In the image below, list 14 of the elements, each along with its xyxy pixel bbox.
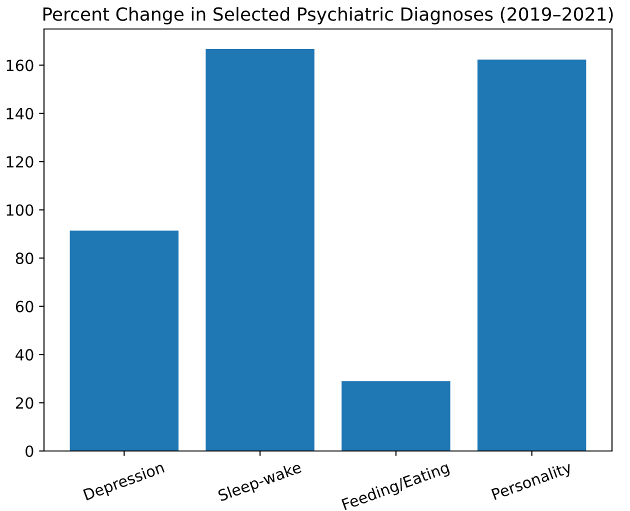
y-tick-label: 160 [6, 60, 34, 72]
bar [206, 49, 314, 451]
y-tick-label: 100 [6, 204, 34, 216]
chart-title: Percent Change in Selected Psychiatric Diagnoses (2019–2021) [43, 6, 613, 24]
y-tick-label: 120 [6, 156, 34, 168]
bar [70, 230, 179, 451]
y-tick-label: 0 [26, 445, 34, 458]
y-tick-label: 60 [16, 300, 34, 312]
y-tick-label: 80 [16, 252, 34, 264]
y-tick-label: 20 [16, 397, 34, 409]
bar [342, 381, 450, 451]
bar [477, 60, 586, 451]
y-tick-label: 140 [6, 108, 34, 120]
y-tick-label: 40 [16, 349, 34, 361]
